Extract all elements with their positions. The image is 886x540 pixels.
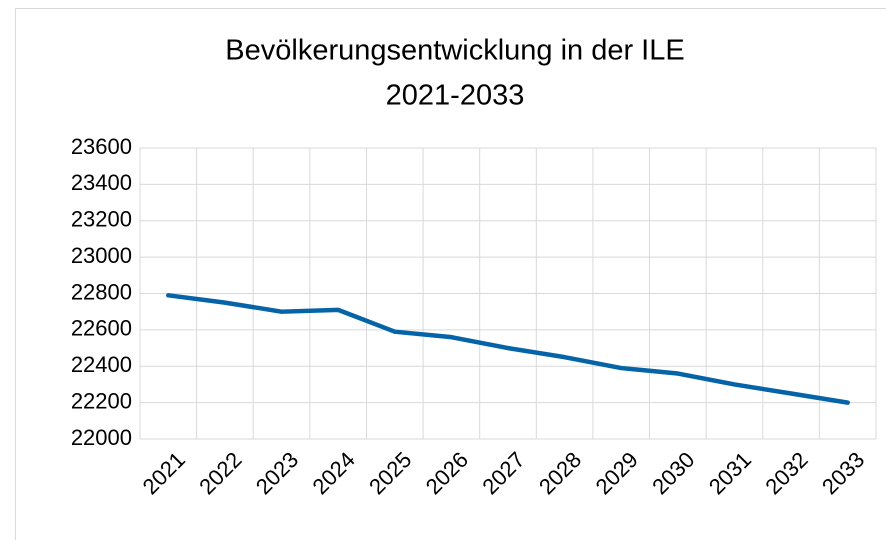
line bbox=[166, 293, 850, 405]
x-tick-label: 2033 bbox=[817, 447, 869, 499]
x-tick-label: 2023 bbox=[251, 447, 303, 499]
x-tick-label: 2030 bbox=[647, 447, 699, 499]
y-tick-label: 22400 bbox=[71, 352, 132, 377]
y-tick-label: 23600 bbox=[71, 134, 132, 159]
x-tick-label: 2032 bbox=[760, 447, 812, 499]
chart-title: 2021-2033 bbox=[386, 80, 525, 112]
x-tick-label: 2021 bbox=[138, 447, 190, 499]
y-tick-label: 22200 bbox=[71, 388, 132, 413]
x-tick-label: 2028 bbox=[534, 447, 586, 499]
x-tick-label: 2025 bbox=[364, 447, 416, 499]
x-tick-label: 2029 bbox=[591, 447, 643, 499]
y-tick-label: 22800 bbox=[71, 279, 132, 304]
x-tick-label: 2022 bbox=[194, 447, 246, 499]
y-tick-label: 23200 bbox=[71, 207, 132, 232]
x-tick-label: 2024 bbox=[308, 447, 360, 499]
y-tick-label: 22000 bbox=[71, 425, 132, 450]
chart-title: Bevölkerungsentwicklung in der ILE bbox=[225, 35, 684, 67]
x-tick-label: 2031 bbox=[704, 447, 756, 499]
x-tick-label: 2026 bbox=[421, 447, 473, 499]
y-tick-label: 23400 bbox=[71, 170, 132, 195]
y-tick-label: 23000 bbox=[71, 243, 132, 268]
x-tick-label: 2027 bbox=[477, 447, 529, 499]
y-tick-label: 22600 bbox=[71, 316, 132, 341]
chart-border bbox=[15, 8, 886, 540]
